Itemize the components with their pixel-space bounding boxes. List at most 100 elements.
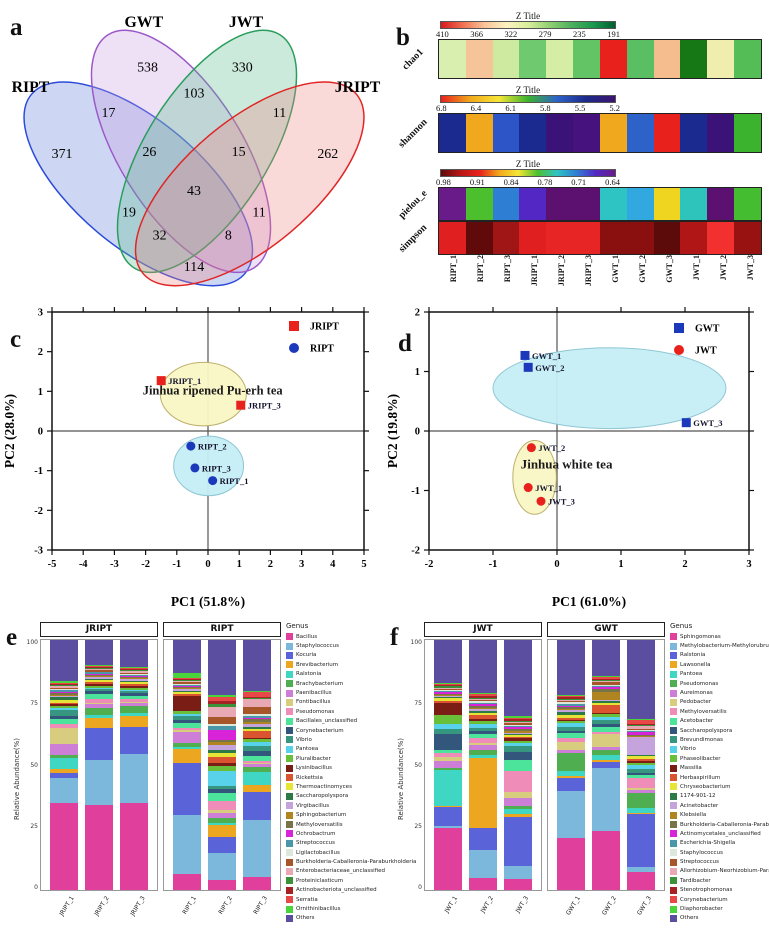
heatmap-cell <box>680 114 708 152</box>
bar-segment <box>85 702 113 704</box>
genus-legend-item: Rickettsia <box>286 773 386 782</box>
heatmap-cell <box>492 40 520 78</box>
genus-legend-name: Bacillus <box>296 633 318 640</box>
bar-segment <box>120 668 148 670</box>
data-point-label: JRIPT_1 <box>168 376 201 386</box>
genus-legend-item: Burkholderia-Caballeronia-Paraburkholder… <box>670 820 769 829</box>
venn-count: 26 <box>142 145 156 160</box>
bar-segment <box>173 696 201 711</box>
stacked-bar <box>592 640 620 890</box>
bar-segment <box>592 687 620 689</box>
bars-y-tick: 0 <box>34 884 38 891</box>
bar-segment <box>557 706 585 708</box>
colorbar-ticks: 6.8 6.4 6.1 5.8 5.5 5.2 <box>436 103 620 113</box>
bar-segment <box>434 694 462 696</box>
heatmap-column-label: JWT_1 <box>691 255 701 281</box>
genus-legend-swatch <box>286 689 293 697</box>
venn-count: 17 <box>102 106 116 121</box>
y-tick-label: 2 <box>38 347 43 358</box>
genus-legend-item: Pantoea <box>286 745 386 754</box>
bar-segment <box>434 682 462 685</box>
bars-x-label: JRIPT_1 <box>57 895 76 918</box>
heatmap-cells <box>438 187 762 221</box>
venn-set-label-jwt: JWT <box>229 14 264 31</box>
heatmap-cell <box>465 222 493 254</box>
genus-legend-name: Streptococcus <box>296 840 335 847</box>
bar-segment <box>627 867 655 873</box>
bar-segment <box>120 701 148 704</box>
venn-count: 11 <box>252 205 265 220</box>
bars-x-label: JWT_3 <box>514 895 531 915</box>
y-axis-label: PC2 (19.8%) <box>385 394 400 468</box>
bar-segment <box>627 807 655 814</box>
bar-segment <box>557 640 585 695</box>
genus-legend-item: Acetobacter <box>670 717 769 726</box>
genus-legend-swatch <box>286 914 293 922</box>
genus-legend-swatch <box>286 783 293 791</box>
venn-count: 32 <box>153 229 167 244</box>
colorbar-tick: 191 <box>607 29 620 39</box>
stacked-bar <box>469 640 497 890</box>
pca-panel-c: -5 -4 -3 -2 -1 0 1 2 3 4 5 -3 -2 -1 0 1 2 3 PC1 (51.8%) PC2… <box>0 298 385 610</box>
bar-segment <box>243 738 271 740</box>
genus-legend-swatch <box>286 633 293 641</box>
genus-legend-name: Enterobacteriaceae_unclassified <box>296 868 385 875</box>
heatmap-cell <box>626 222 654 254</box>
genus-legend-name: Others <box>680 915 699 922</box>
genus-legend-name: Fontibacillus <box>296 699 331 706</box>
genus-legend-item: Aureimonas <box>670 688 769 697</box>
bar-segment <box>208 749 236 754</box>
genus-legend-swatch <box>286 867 293 875</box>
x-tick-label: 2 <box>268 559 273 570</box>
genus-legend-swatch <box>670 670 677 678</box>
bar-segment <box>627 640 655 719</box>
bar-segment <box>208 880 236 890</box>
bar-segment <box>434 728 462 734</box>
heatmap-column-label: GWT_1 <box>610 255 620 283</box>
colorbar-tick: 6.8 <box>436 103 447 113</box>
genus-legend-item: Saccharopolyspora <box>286 792 386 801</box>
heatmap-cell <box>573 114 600 152</box>
bars-y-axis-label: Relative Abundance(%) <box>396 737 405 820</box>
venn-ellipse-jript <box>134 81 365 287</box>
facet-plot-area <box>40 639 158 891</box>
bar-segment <box>557 733 585 739</box>
bar-segment <box>627 777 655 788</box>
bars-facets: JRIPT JRIPT_1 JRIPT_2 JRIPT_3 RIPT RIPT_1 RIPT… <box>40 622 281 935</box>
group-ellipse <box>512 440 557 515</box>
bar-segment <box>592 688 620 693</box>
bar-segment <box>504 865 532 880</box>
genus-legend-name: Kocuria <box>296 652 317 659</box>
bar-segment <box>173 689 201 691</box>
genus-legend-item: Fontibacillus <box>286 698 386 707</box>
genus-legend-swatch <box>286 745 293 753</box>
bar-segment <box>243 766 271 772</box>
bar-segment <box>557 714 585 719</box>
genus-legend-item: Pantoea <box>670 670 769 679</box>
bar-segment <box>243 706 271 715</box>
bar-segment <box>120 680 148 682</box>
bar-segment <box>173 730 201 732</box>
bar-segment <box>85 805 113 890</box>
bar-segment <box>85 669 113 671</box>
bars-y-tick: 75 <box>414 700 422 708</box>
bar-segment <box>557 698 585 700</box>
bar-segment <box>557 727 585 731</box>
genus-legend-name: Lawsonella <box>680 661 711 668</box>
bar-segment <box>50 683 78 685</box>
bar-segment <box>243 792 271 820</box>
y-tick-label: 1 <box>415 367 420 378</box>
bar-segment <box>85 640 113 665</box>
bar-segment <box>243 691 271 697</box>
bar-segment <box>173 678 201 681</box>
heatmap-column-label: RIPT_2 <box>475 255 485 283</box>
x-tick-label: 3 <box>746 559 751 570</box>
genus-legend: Genus Sphingomonas Methylobacterium-Methyl… <box>670 622 769 935</box>
heatmap-cell <box>653 114 681 152</box>
bar-segment <box>173 640 201 673</box>
bar-segment <box>173 731 201 744</box>
genus-legend-name: Virgibacillus <box>296 802 330 809</box>
bar-segment <box>243 750 271 756</box>
genus-legend-swatch <box>286 811 293 819</box>
bar-segment <box>120 669 148 671</box>
